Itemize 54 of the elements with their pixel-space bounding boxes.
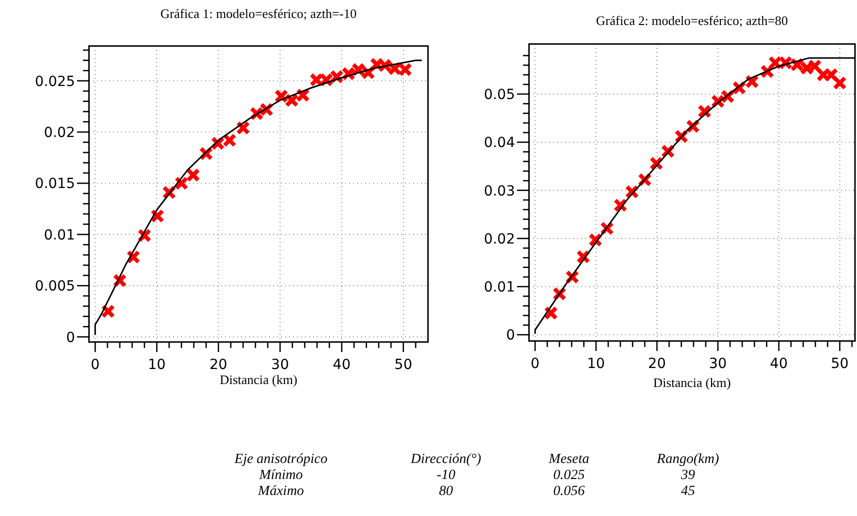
y-tick-label: 0.025 <box>34 74 75 90</box>
point <box>126 250 140 264</box>
point <box>150 209 164 224</box>
y-tick-label: 0.01 <box>44 227 75 244</box>
point <box>199 146 214 161</box>
x-tick-label: 0 <box>530 356 540 372</box>
text: 80 <box>439 484 453 499</box>
x-tick-label: 30 <box>708 356 727 372</box>
x-axis-title: Distancia (km) <box>220 372 298 387</box>
point <box>832 76 847 90</box>
x-tick-label: 50 <box>394 357 412 373</box>
x-tick-label: 40 <box>332 357 351 373</box>
x-tick-label: 10 <box>587 356 605 372</box>
x-axis-title: Distancia (km) <box>653 375 731 390</box>
y-tick-label: 0.03 <box>484 183 515 200</box>
y-tick-label: 0.015 <box>34 176 75 192</box>
text: Eje anisotrópico <box>234 452 328 467</box>
point <box>613 198 628 212</box>
x-tick-label: 50 <box>830 356 849 372</box>
x-tick-label: 20 <box>210 357 228 373</box>
x-tick-label: 30 <box>271 357 289 373</box>
y-tick-label: 0 <box>506 328 515 344</box>
text: -10 <box>436 468 456 483</box>
y-tick-label: 0.02 <box>484 231 515 248</box>
text: 0.025 <box>553 468 585 483</box>
point <box>236 120 250 135</box>
text: 0.056 <box>553 484 585 499</box>
x-tick-label: 40 <box>770 356 788 372</box>
point <box>101 304 116 318</box>
point <box>186 168 200 182</box>
text: Mínimo <box>258 468 303 483</box>
text: Máximo <box>257 484 304 499</box>
y-tick-label: 0.02 <box>44 125 75 142</box>
line-series <box>94 60 423 336</box>
x-tick-label: 10 <box>148 357 166 373</box>
text: 39 <box>680 468 695 483</box>
y-tick-label: 0.05 <box>484 87 515 104</box>
text: Rango(km) <box>656 452 720 467</box>
text: Dirección(°) <box>410 452 482 467</box>
text: 45 <box>681 484 695 499</box>
point <box>174 176 188 190</box>
chart-title: Gráfica 2: modelo=esférico; azth=80 <box>596 13 788 28</box>
y-tick-label: 0.01 <box>484 280 515 296</box>
point <box>544 306 558 320</box>
x-tick-label: 20 <box>648 356 666 372</box>
y-tick-label: 0.04 <box>484 135 516 152</box>
chart-title: Gráfica 1: modelo=esférico; azth=-10 <box>160 6 357 21</box>
point <box>576 250 590 264</box>
y-tick-label: 0.005 <box>34 278 75 295</box>
text: Meseta <box>548 452 590 467</box>
point <box>624 184 639 199</box>
x-tick-label: 0 <box>90 357 100 373</box>
y-tick-label: 0 <box>66 330 75 346</box>
point <box>745 74 760 89</box>
